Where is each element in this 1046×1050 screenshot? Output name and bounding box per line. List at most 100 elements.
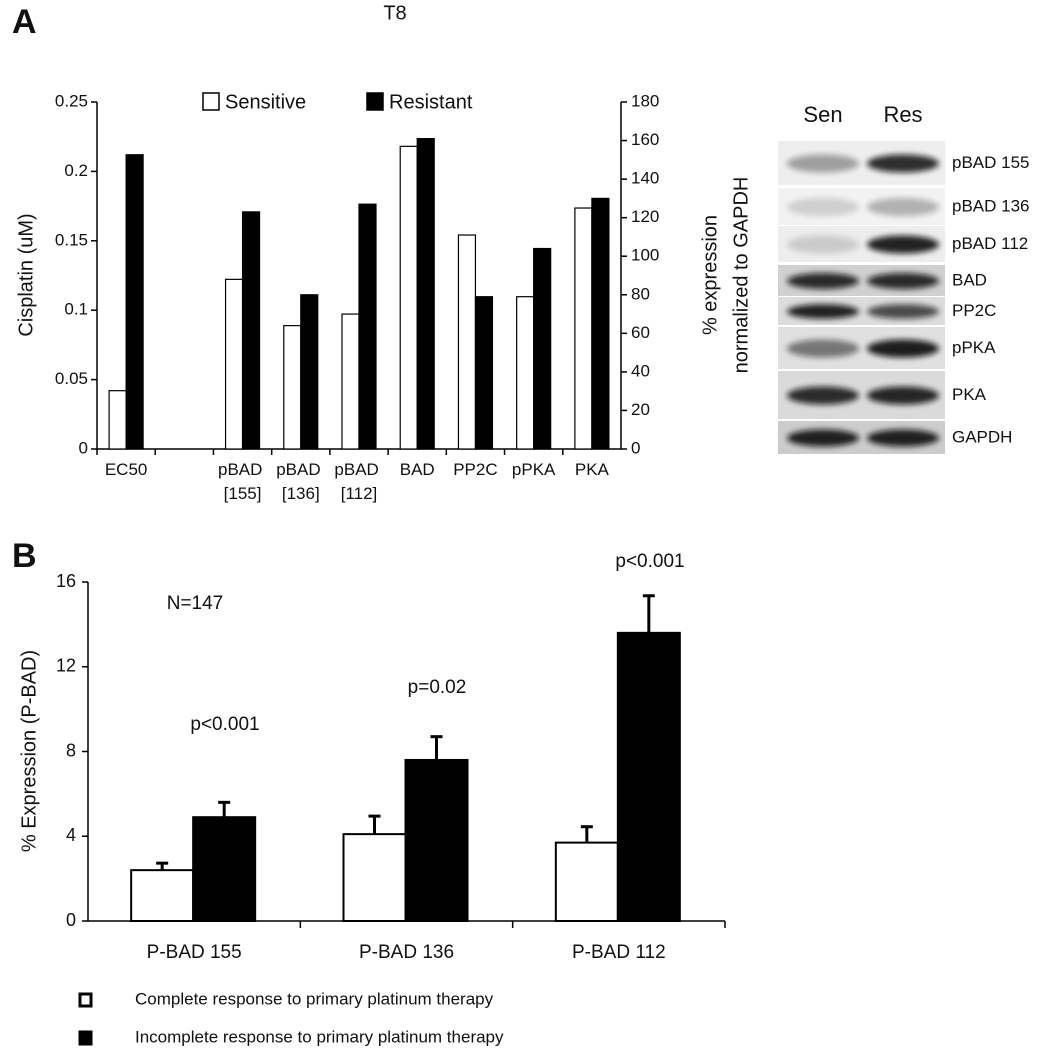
blot-band xyxy=(787,429,859,447)
y-tick-label: 8 xyxy=(66,740,76,760)
x-tick-label: P-BAD 112 xyxy=(572,942,666,963)
y2-tick-label: 80 xyxy=(631,284,650,303)
y-tick-label: 16 xyxy=(56,571,76,591)
bar xyxy=(533,247,552,450)
legend-label: Complete response to primary platinum th… xyxy=(135,989,494,1008)
y2-axis-label: % expression xyxy=(699,215,721,335)
blot-band xyxy=(867,386,939,405)
blot-row-label: BAD xyxy=(952,270,987,289)
annotation: N=147 xyxy=(167,593,224,614)
blot-row-label: GAPDH xyxy=(952,427,1012,446)
bar xyxy=(554,841,619,923)
blot-band xyxy=(867,154,939,173)
y2-tick-label: 20 xyxy=(631,400,650,419)
x-tick-label: PP2C xyxy=(453,460,497,479)
panel-label: A xyxy=(12,3,37,41)
y-tick-label: 0.1 xyxy=(64,300,88,319)
x-tick-label: EC50 xyxy=(105,460,148,479)
blot-band xyxy=(787,235,859,254)
bar xyxy=(341,313,360,450)
y2-axis-label: normalized to GAPDH xyxy=(730,177,752,374)
bar xyxy=(358,203,377,450)
bar xyxy=(130,869,195,923)
y2-tick-label: 0 xyxy=(631,438,640,457)
y2-tick-label: 160 xyxy=(631,130,659,149)
bar xyxy=(457,234,477,450)
legend-label: Incomplete response to primary platinum … xyxy=(135,1027,504,1046)
y-axis-label: Cisplatin (uM) xyxy=(15,213,37,336)
blot-band xyxy=(787,198,859,216)
y-tick-label: 0.05 xyxy=(55,369,88,388)
y2-tick-label: 140 xyxy=(631,169,659,188)
legend-swatch xyxy=(202,92,220,111)
y2-tick-label: 40 xyxy=(631,361,650,380)
blot-row-label: pBAD 112 xyxy=(952,234,1028,253)
legend-swatch xyxy=(366,92,384,111)
bar xyxy=(283,325,302,450)
blot-band xyxy=(867,339,939,358)
bar xyxy=(342,833,407,922)
blot-band xyxy=(787,304,859,319)
bar xyxy=(300,294,319,450)
y2-tick-label: 60 xyxy=(631,323,650,342)
blot-band xyxy=(787,386,859,405)
bar xyxy=(616,631,681,922)
blot-band xyxy=(867,235,939,254)
blot-band xyxy=(867,273,939,289)
blot-band xyxy=(787,154,859,173)
legend-swatch xyxy=(78,992,93,1008)
y-tick-label: 0 xyxy=(79,438,88,457)
panel-label: B xyxy=(12,537,37,575)
blot-band xyxy=(867,429,939,447)
bar xyxy=(404,758,469,922)
blot-row-label: PKA xyxy=(952,385,987,404)
y-tick-label: 12 xyxy=(56,656,76,676)
bar xyxy=(192,816,257,923)
legend-label: Sensitive xyxy=(225,91,306,113)
y-tick-label: 4 xyxy=(66,825,76,845)
bar xyxy=(574,207,593,450)
y-tick-label: 0 xyxy=(66,910,76,930)
x-tick-label: P-BAD 136 xyxy=(359,942,454,963)
bar xyxy=(241,211,261,450)
bar xyxy=(399,145,418,450)
y-axis-label: % Expression (P-BAD) xyxy=(18,650,40,852)
x-tick-label: pPKA xyxy=(512,460,556,479)
legend-label: Resistant xyxy=(389,91,473,113)
y2-tick-label: 180 xyxy=(631,91,659,110)
legend-swatch xyxy=(78,1030,93,1046)
blot-row-label: pBAD 155 xyxy=(952,153,1030,172)
bar xyxy=(125,154,144,450)
blot-row-label: pBAD 136 xyxy=(952,196,1030,215)
x-tick-label: P-BAD 155 xyxy=(147,942,242,963)
x-tick-label: pBAD [112] xyxy=(334,460,383,503)
blot-band xyxy=(787,273,859,289)
bar xyxy=(108,390,127,450)
x-tick-label: pBAD [155] xyxy=(218,460,267,503)
bar xyxy=(591,197,610,450)
y2-tick-label: 120 xyxy=(631,207,659,226)
x-tick-label: BAD xyxy=(400,460,435,479)
chart-title: T8 xyxy=(383,2,406,24)
annotation: p<0.001 xyxy=(190,714,259,735)
bar xyxy=(224,278,244,450)
western-blot: Sen Res pBAD 155 pBAD 136 pBAD 112 BAD PP2C pPK… xyxy=(778,102,1030,454)
x-tick-label: PKA xyxy=(575,460,610,479)
blot-row-label: PP2C xyxy=(952,301,996,320)
blot-band xyxy=(867,304,939,319)
blot-column-label: Res xyxy=(883,102,922,127)
x-tick-label: pBAD [136] xyxy=(276,460,325,503)
annotation: p<0.001 xyxy=(615,551,684,572)
blot-column-label: Sen xyxy=(803,102,842,127)
bar xyxy=(474,296,494,450)
annotation: p=0.02 xyxy=(408,677,467,698)
bar xyxy=(516,296,535,450)
y-tick-label: 0.25 xyxy=(55,91,88,110)
blot-row-label: pPKA xyxy=(952,338,996,357)
y-tick-label: 0.15 xyxy=(55,230,88,249)
blot-band xyxy=(787,339,859,358)
bar xyxy=(416,138,435,450)
y-tick-label: 0.2 xyxy=(64,161,88,180)
y2-tick-label: 100 xyxy=(631,246,659,265)
